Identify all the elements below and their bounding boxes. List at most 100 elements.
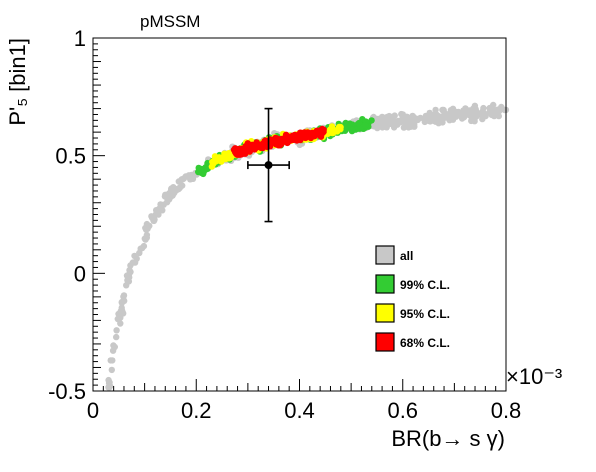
data-point [455, 108, 462, 116]
data-point [244, 145, 251, 152]
data-point [172, 185, 180, 193]
data-point [125, 271, 133, 278]
data-point [399, 111, 406, 118]
data-point [117, 310, 124, 318]
data-point [491, 112, 498, 120]
data-point [143, 234, 150, 241]
data-point [312, 130, 319, 137]
data-point [234, 151, 241, 158]
data-point [118, 298, 126, 306]
x-tick-label: 0 [87, 398, 99, 423]
y-tick-label: -0.5 [48, 379, 86, 404]
data-point [335, 123, 343, 131]
series-99-c-l- [195, 116, 375, 178]
x-tick-label: 0.8 [491, 398, 522, 423]
x-tick-label: 0.4 [284, 398, 315, 423]
data-point [137, 245, 144, 252]
data-point [355, 119, 363, 127]
legend: all 99% C.L. 95% C.L. 68% C.L. [375, 245, 450, 352]
data-point [195, 168, 202, 176]
data-point [469, 110, 477, 118]
data-point [440, 106, 447, 114]
legend-swatch [375, 274, 395, 294]
data-point [468, 117, 475, 125]
data-point [156, 206, 163, 213]
data-point [447, 112, 454, 119]
data-point [433, 111, 440, 118]
data-point [117, 320, 124, 327]
data-point [394, 117, 402, 125]
data-point [113, 327, 120, 334]
data-point [127, 262, 134, 269]
data-point [362, 122, 369, 129]
data-point [217, 156, 224, 163]
data-point [277, 136, 284, 144]
data-point [438, 114, 445, 121]
data-point [210, 157, 217, 165]
data-point [400, 124, 408, 131]
chart-title: pMSSM [140, 12, 200, 31]
data-point [189, 175, 197, 182]
data-point [222, 155, 229, 163]
data-point [160, 201, 167, 208]
data-point [285, 135, 292, 143]
data-point [260, 141, 267, 148]
data-point [501, 106, 508, 114]
data-point [368, 117, 375, 124]
ticks-layer [92, 37, 507, 392]
data-point [379, 120, 386, 127]
y-tick-label: 0.5 [55, 144, 86, 169]
data-point [108, 366, 116, 374]
data-point [152, 211, 159, 218]
y-tick-label: 1 [74, 26, 86, 51]
legend-swatch [375, 303, 395, 323]
data-point [124, 277, 131, 284]
data-point [405, 124, 412, 131]
data-point [389, 115, 396, 122]
data-point [318, 130, 326, 137]
data-point [175, 178, 182, 185]
legend-label: 99% C.L. [400, 278, 450, 292]
data-point [376, 115, 384, 122]
y-tick-label: 0 [74, 261, 86, 286]
data-point [348, 126, 356, 133]
data-point [462, 111, 470, 118]
data-point [150, 217, 157, 224]
data-point [299, 134, 306, 141]
error-bar-layer [247, 107, 290, 223]
x-tick-label: 0.6 [387, 398, 418, 423]
legend-label: 95% C.L. [400, 307, 450, 321]
data-point [327, 127, 334, 134]
data-point [435, 120, 442, 127]
y-axis-label: P'₅ [bin1] [5, 38, 30, 126]
data-point [403, 114, 411, 122]
data-point [113, 333, 120, 341]
data-point [123, 282, 130, 289]
data-point [399, 118, 407, 125]
legend-label: 68% C.L. [400, 336, 450, 350]
data-point [495, 112, 502, 120]
data-point [413, 115, 420, 123]
data-point [110, 342, 117, 349]
legend-swatch [375, 332, 395, 352]
data-point [107, 357, 114, 364]
data-point [144, 223, 152, 230]
data-point [479, 115, 486, 123]
x-axis-label: BR(b→ s γ) [391, 426, 505, 451]
data-point [167, 193, 175, 200]
x-tick-label: 0.2 [181, 398, 212, 423]
data-point [370, 122, 377, 129]
series-68-c-l- [230, 125, 327, 158]
data-point [106, 384, 113, 391]
points-layer [105, 101, 510, 391]
legend-swatch [375, 245, 395, 265]
data-point [480, 104, 487, 112]
x-axis-exponent-label: ×10⁻³ [506, 364, 562, 389]
data-point [480, 109, 488, 117]
data-point [254, 142, 261, 150]
data-point [494, 106, 501, 113]
measurement-point [264, 161, 273, 170]
tick-labels-layer: 0 0.2 0.4 0.6 0.8-0.500.51 [48, 26, 521, 423]
